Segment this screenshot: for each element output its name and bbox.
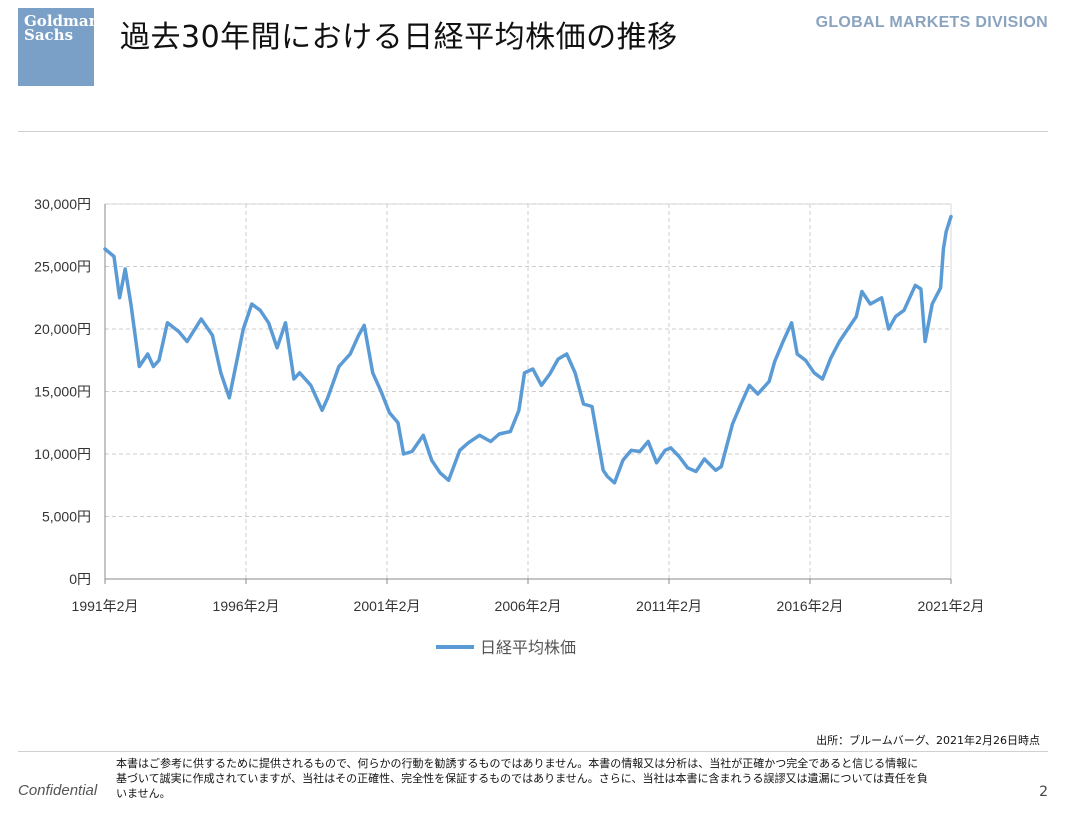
source-note: 出所：ブルームバーグ、2021年2月26日時点: [816, 734, 1040, 747]
disclaimer-line-1: 本書はご参考に供するために提供されるもので、何らかの行動を勧誘するものではありま…: [116, 757, 919, 770]
page-title: 過去30年間における日経平均株価の推移: [120, 20, 678, 55]
series-line-0: [103, 214, 953, 485]
y-tick-label: 10,000円: [34, 446, 91, 462]
nikkei-line-chart: 0円 5,000円 10,000円 15,000円 20,000円 25,000円 30,0…: [34, 196, 984, 657]
division-label: GLOBAL MARKETS DIVISION: [815, 14, 1048, 31]
x-tick-label: 2006年2月: [495, 598, 562, 614]
x-tick-label: 2021年2月: [918, 598, 985, 614]
series-layer: [103, 214, 953, 485]
y-tick-label: 30,000円: [34, 196, 91, 212]
header-divider: [18, 131, 1048, 132]
x-tick-label: 1991年2月: [72, 598, 139, 614]
legend-layer: 日経平均株価: [436, 639, 576, 657]
confidential-label: Confidential: [18, 782, 98, 799]
x-tick-label: 2011年2月: [636, 598, 702, 614]
y-tick-label: 15,000円: [34, 384, 91, 400]
y-tick-label: 0円: [69, 571, 91, 587]
page-number: 2: [1039, 784, 1048, 800]
x-tick-label: 1996年2月: [213, 598, 280, 614]
disclaimer-text: 本書はご参考に供するために提供されるもので、何らかの行動を勧誘するものではありま…: [116, 756, 1016, 801]
y-tick-label: 20,000円: [34, 321, 91, 337]
y-tick-label: 25,000円: [34, 259, 91, 275]
logo-line-1: Goldman: [24, 12, 100, 30]
disclaimer-line-3: いません。: [116, 787, 171, 800]
x-tick-label: 2016年2月: [777, 598, 844, 614]
footer-divider: [18, 751, 1048, 752]
axis-layer: 0円 5,000円 10,000円 15,000円 20,000円 25,000円 30,0…: [34, 196, 984, 614]
legend-label: 日経平均株価: [480, 639, 576, 657]
disclaimer-line-2: 基づいて誠実に作成されていますが、当社はその正確性、完全性を保証するものではあり…: [116, 772, 928, 785]
goldman-sachs-logo: Goldman Sachs: [18, 8, 100, 86]
y-tick-label: 5,000円: [42, 509, 91, 525]
x-tick-label: 2001年2月: [354, 598, 421, 614]
logo-line-2: Sachs: [24, 26, 74, 44]
